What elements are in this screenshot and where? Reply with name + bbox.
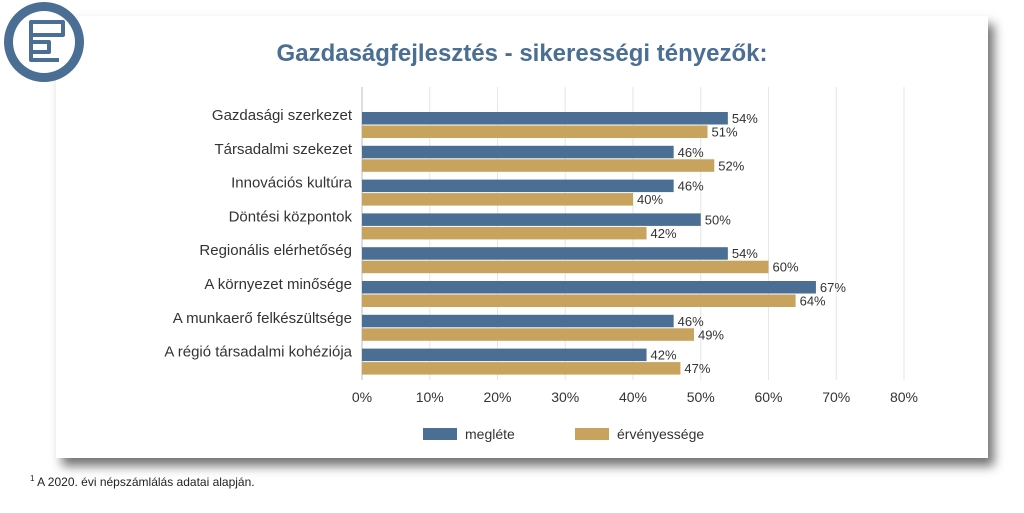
bar-meglete (362, 145, 674, 159)
data-label: 54% (732, 246, 758, 261)
bar-meglete (362, 281, 816, 294)
bar-ervenyessege (362, 125, 708, 138)
bar-meglete (362, 179, 674, 193)
x-tick-label: 60% (754, 389, 782, 405)
data-label: 42% (651, 348, 677, 363)
bar-ervenyessege (362, 159, 715, 172)
data-label: 54% (732, 111, 758, 126)
x-tick-label: 70% (822, 389, 850, 405)
data-label: 60% (773, 260, 799, 275)
bar-ervenyessege (362, 362, 681, 375)
footnote-mark: 1 (30, 474, 35, 483)
category-label: A környezet minősége (204, 276, 352, 293)
data-label: 46% (678, 179, 704, 194)
data-label: 40% (637, 192, 663, 207)
bar-meglete (362, 348, 647, 362)
category-label: Döntési központok (229, 208, 353, 225)
data-label: 42% (651, 226, 677, 241)
x-tick-label: 0% (352, 389, 372, 405)
data-label: 51% (712, 125, 738, 140)
x-tick-label: 80% (890, 389, 918, 405)
flowchart-logo-icon (4, 2, 84, 82)
bar-ervenyessege (362, 226, 647, 240)
data-label: 67% (820, 280, 846, 295)
legend-swatch (423, 428, 457, 440)
footnote-text: A 2020. évi népszámlálás adatai alapján. (37, 475, 255, 489)
footnote: 1 A 2020. évi népszámlálás adatai alapjá… (30, 474, 255, 489)
data-label: 64% (800, 294, 826, 309)
data-label: 46% (678, 145, 704, 160)
legend-label: megléte (465, 426, 515, 442)
bar-meglete (362, 247, 728, 260)
data-label: 52% (718, 158, 744, 173)
bar-ervenyessege (362, 260, 769, 274)
data-label: 46% (678, 314, 704, 329)
legend-swatch (575, 428, 609, 440)
bar-ervenyessege (362, 294, 796, 307)
x-tick-label: 10% (416, 389, 444, 405)
x-tick-label: 20% (483, 389, 511, 405)
legend-label: érvényessége (617, 426, 704, 442)
category-label: A régió társadalmi kohéziója (164, 344, 352, 361)
chart-title: Gazdaságfejlesztés - sikerességi tényező… (276, 40, 768, 67)
bar-ervenyessege (362, 193, 633, 206)
data-label: 49% (698, 327, 724, 342)
x-tick-label: 50% (687, 389, 715, 405)
bar-meglete (362, 314, 674, 328)
category-label: Társadalmi szekezet (214, 141, 352, 158)
category-label: A munkaerő felkészültsége (173, 310, 352, 327)
data-label: 47% (684, 361, 710, 376)
category-label: Regionális elérhetőség (199, 242, 352, 259)
bar-meglete (362, 213, 701, 226)
bar-ervenyessege (362, 328, 694, 341)
bar-meglete (362, 112, 728, 125)
x-tick-label: 40% (619, 389, 647, 405)
x-tick-label: 30% (551, 389, 579, 405)
category-label: Innovációs kultúra (231, 175, 353, 192)
data-label: 50% (705, 212, 731, 227)
category-label: Gazdasági szerkezet (212, 107, 353, 124)
